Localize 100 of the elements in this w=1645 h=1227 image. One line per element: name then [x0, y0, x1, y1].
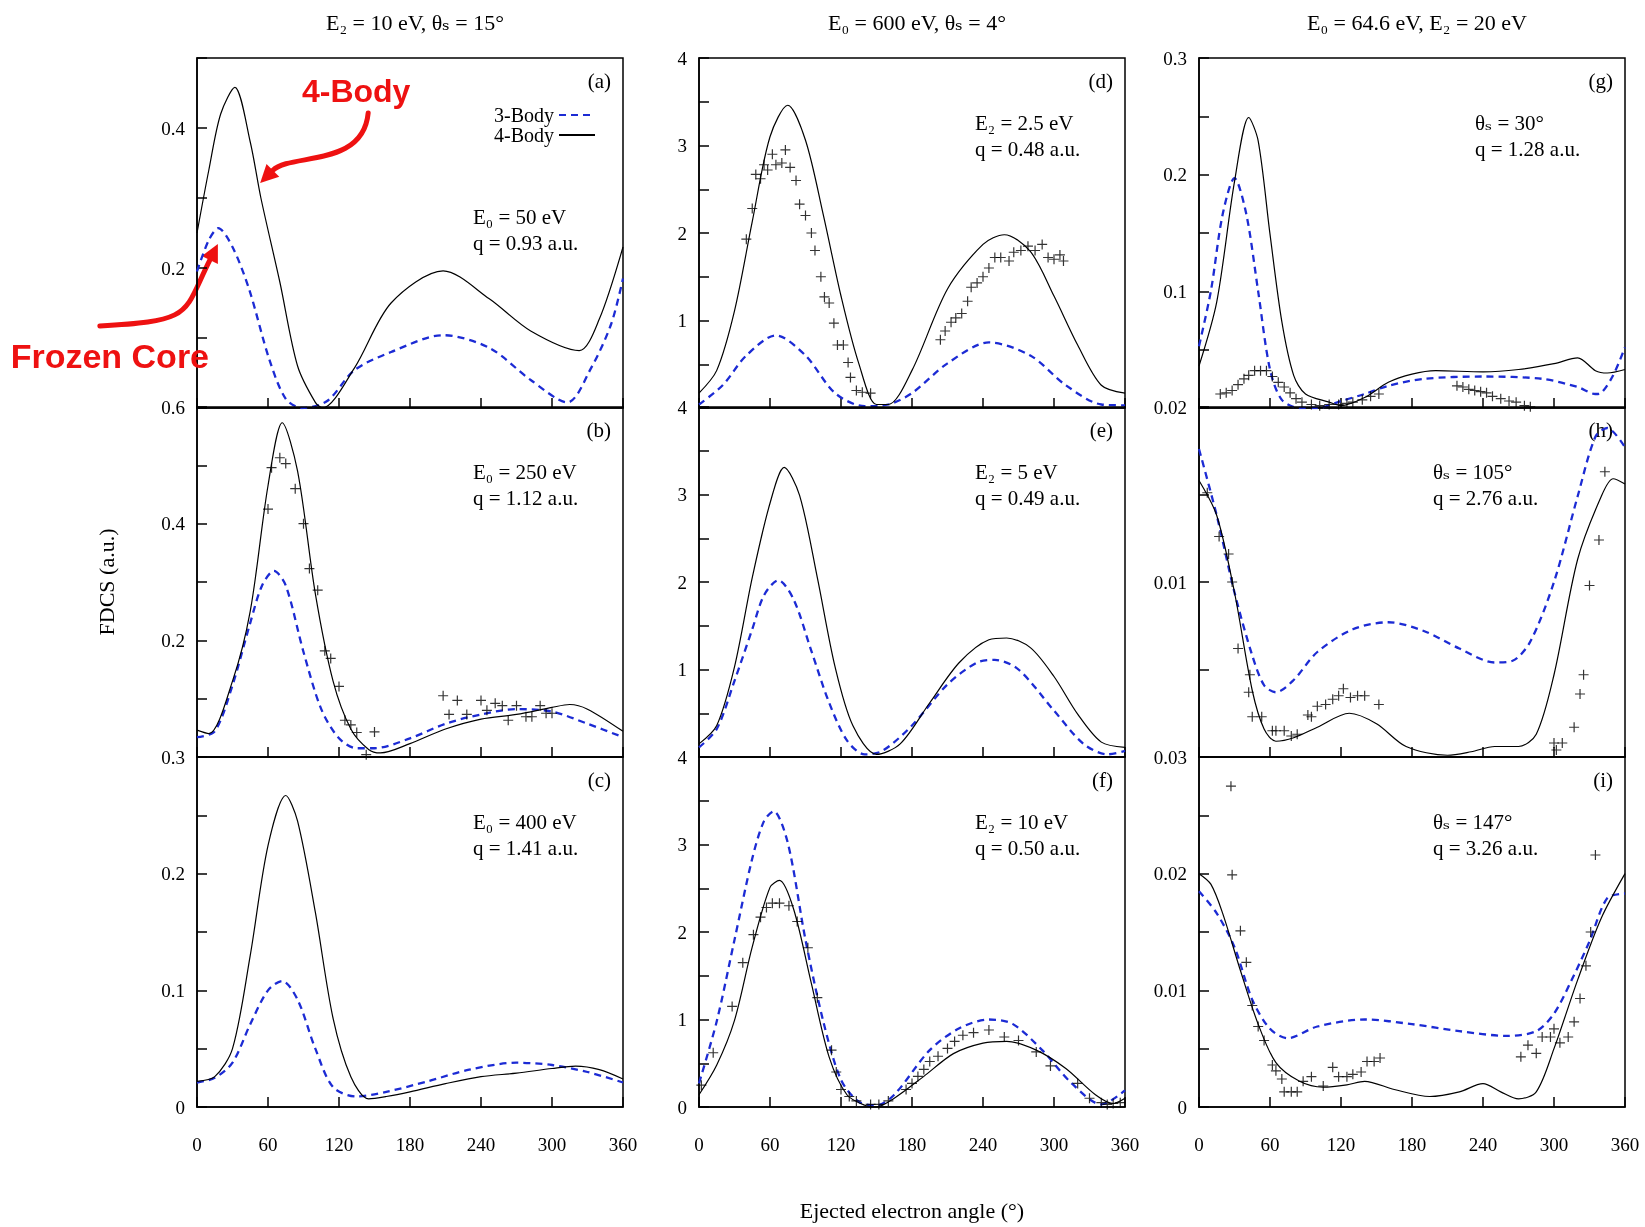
point — [836, 1084, 846, 1095]
point — [1580, 960, 1591, 971]
y-tick-label: 0.2 — [161, 257, 185, 279]
chart-title: E₀ = 64.6 eV, E₂ = 20 eV — [1307, 9, 1528, 35]
point — [824, 298, 835, 308]
point — [1030, 245, 1041, 256]
point — [806, 228, 817, 238]
point — [783, 900, 794, 911]
point — [759, 159, 770, 170]
x-tick-label: 180 — [897, 1134, 927, 1155]
point — [1341, 1071, 1352, 1082]
point — [972, 277, 983, 288]
y-tick-label: 0.02 — [1153, 863, 1187, 885]
x-tick-label: 360 — [1610, 1134, 1640, 1155]
annotation: q = 0.50 a.u. — [975, 835, 1081, 860]
point — [263, 504, 273, 515]
annotation: q = 1.41 a.u. — [473, 835, 579, 860]
annotation: E₀ = 50 eV — [473, 204, 567, 229]
annotation: θₛ = 147° — [1433, 809, 1513, 834]
y-tick-label: 4 — [677, 47, 688, 69]
point — [1549, 1023, 1559, 1034]
annotation: E₀ = 400 eV — [473, 809, 577, 834]
point — [983, 1025, 994, 1035]
point — [1233, 643, 1244, 654]
point — [547, 708, 557, 719]
point — [946, 317, 957, 328]
y-tick-label: 0.4 — [161, 513, 186, 535]
point — [831, 1067, 842, 1077]
y-tick-label: 0.02 — [1153, 396, 1187, 418]
y-tick-label: 0.3 — [161, 746, 185, 768]
point — [481, 705, 492, 716]
annotation: (a) — [587, 68, 612, 93]
x-tick-label: 0 — [694, 1134, 704, 1155]
y-tick-label: 0 — [1177, 1096, 1187, 1118]
x-tick-label: 240 — [466, 1134, 496, 1155]
point — [1373, 389, 1384, 399]
point — [334, 681, 344, 692]
point — [912, 1071, 923, 1082]
y-tick-label: 0.01 — [1153, 979, 1187, 1001]
annotation: 4-Body — [301, 73, 411, 109]
point — [444, 709, 455, 720]
point — [369, 726, 380, 737]
point — [1554, 1037, 1565, 1048]
line-series — [195, 979, 625, 1098]
point — [1049, 254, 1059, 265]
point — [1356, 1067, 1367, 1077]
x-tick-label: 120 — [826, 1134, 856, 1155]
x-tick-label: 180 — [395, 1134, 425, 1155]
point — [762, 165, 773, 175]
point — [1504, 396, 1515, 406]
point — [1296, 397, 1307, 408]
point — [933, 1051, 944, 1062]
point — [1054, 249, 1065, 260]
y-tick-label: 0.03 — [1153, 746, 1187, 768]
point — [999, 1032, 1010, 1042]
annotation: (i) — [1593, 767, 1614, 792]
y-tick-label: 0.4 — [161, 117, 186, 139]
annotation: q = 1.28 a.u. — [1475, 136, 1581, 161]
point — [1551, 745, 1562, 755]
x-tick-label: 120 — [1326, 1134, 1356, 1155]
annotation: q = 2.76 a.u. — [1433, 485, 1539, 510]
x-tick-label: 300 — [537, 1134, 567, 1155]
point — [1223, 549, 1234, 559]
y-tick-label: 3 — [677, 484, 687, 505]
annotation: (e) — [1089, 417, 1114, 442]
chart-title: E₀ = 600 eV, θₛ = 4° — [828, 9, 1006, 35]
annotation: (d) — [1088, 68, 1114, 93]
y-axis-title: FDCS (a.u.) — [93, 528, 119, 636]
point — [1593, 535, 1604, 545]
x-tick-label: 0 — [192, 1134, 202, 1155]
x-tick-label: 360 — [608, 1134, 638, 1155]
y-tick-label: 0.1 — [1163, 280, 1187, 302]
point — [1004, 256, 1015, 266]
y-tick-label: 0 — [175, 1096, 185, 1118]
annotation: E₂ = 10 eV — [975, 809, 1069, 834]
y-tick-label: 2 — [677, 921, 687, 943]
point — [345, 719, 356, 730]
point — [1022, 241, 1033, 252]
point — [1279, 382, 1290, 392]
point — [901, 1084, 912, 1095]
point — [1318, 1081, 1329, 1091]
y-tick-label: 1 — [677, 659, 687, 680]
annotation: θₛ = 30° — [1475, 110, 1544, 135]
x-tick-label: 240 — [1468, 1134, 1498, 1155]
annotation: q = 0.49 a.u. — [975, 485, 1081, 510]
y-tick-label: 2 — [677, 222, 687, 244]
point — [907, 1078, 917, 1089]
annotation: (f) — [1092, 767, 1114, 792]
x-tick-label: 120 — [324, 1134, 354, 1155]
y-tick-label: 0 — [677, 1096, 687, 1118]
point — [1043, 252, 1054, 263]
legend-label: 3-Body — [494, 104, 554, 127]
point — [1590, 850, 1601, 860]
point — [791, 175, 802, 186]
x-tick-label: 300 — [1539, 1134, 1569, 1155]
chart-title: E₂ = 10 eV, θₛ = 15° — [326, 9, 504, 35]
point — [1575, 993, 1586, 1004]
annotation: (c) — [587, 767, 612, 792]
x-tick-label: 240 — [968, 1134, 998, 1155]
point — [1259, 1035, 1270, 1046]
